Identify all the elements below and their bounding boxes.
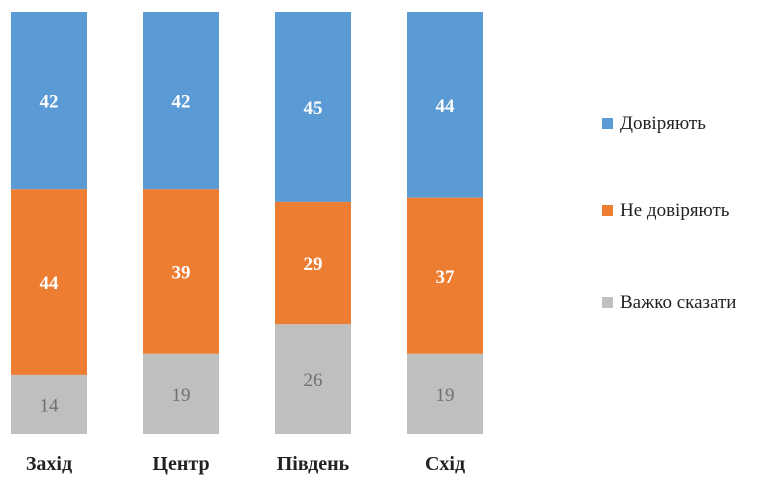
legend-label-1: Не довіряють (620, 200, 730, 221)
bar-segment-0-1 (11, 189, 87, 375)
bar-segment-3-1 (407, 197, 483, 354)
data-label-0-0: 42 (40, 92, 59, 113)
data-label-0-1: 44 (40, 273, 60, 294)
bar-segment-1-0 (143, 12, 219, 190)
legend-label-2: Важко сказати (620, 292, 736, 313)
legend-swatch-2 (602, 297, 613, 308)
data-label-3-1: 37 (436, 267, 456, 288)
data-label-1-0: 42 (172, 92, 191, 113)
bar-segment-3-0 (407, 12, 483, 198)
data-label-0-2: 14 (40, 395, 60, 416)
category-label-3: Схід (425, 453, 465, 475)
legend-label-0: Довіряють (620, 113, 706, 134)
bar-segment-2-0 (275, 12, 351, 202)
legend: Довіряють Не довіряють Важко сказати (602, 113, 736, 313)
bar-segment-0-0 (11, 12, 87, 190)
category-label-2: Південь (277, 453, 350, 475)
bar-segment-2-2 (275, 324, 351, 434)
category-label-0: Захід (26, 453, 72, 475)
data-label-2-0: 45 (304, 98, 323, 119)
data-label-2-2: 26 (304, 370, 323, 391)
bars-group: 42 44 14 42 39 19 45 29 26 44 37 19 (11, 12, 483, 434)
bar-segment-1-1 (143, 189, 219, 354)
legend-swatch-0 (602, 118, 613, 129)
category-labels: Захід Центр Південь Схід (26, 453, 465, 475)
data-label-3-0: 44 (436, 96, 456, 117)
bar-segment-1-2 (143, 353, 219, 434)
bar-segment-3-2 (407, 353, 483, 434)
data-label-3-2: 19 (436, 385, 455, 406)
data-label-2-1: 29 (304, 254, 323, 275)
data-label-1-1: 39 (172, 263, 191, 284)
legend-swatch-1 (602, 205, 613, 216)
data-label-1-2: 19 (172, 385, 191, 406)
bar-segment-2-1 (275, 201, 351, 325)
category-label-1: Центр (152, 453, 209, 475)
bar-segment-0-2 (11, 374, 87, 434)
